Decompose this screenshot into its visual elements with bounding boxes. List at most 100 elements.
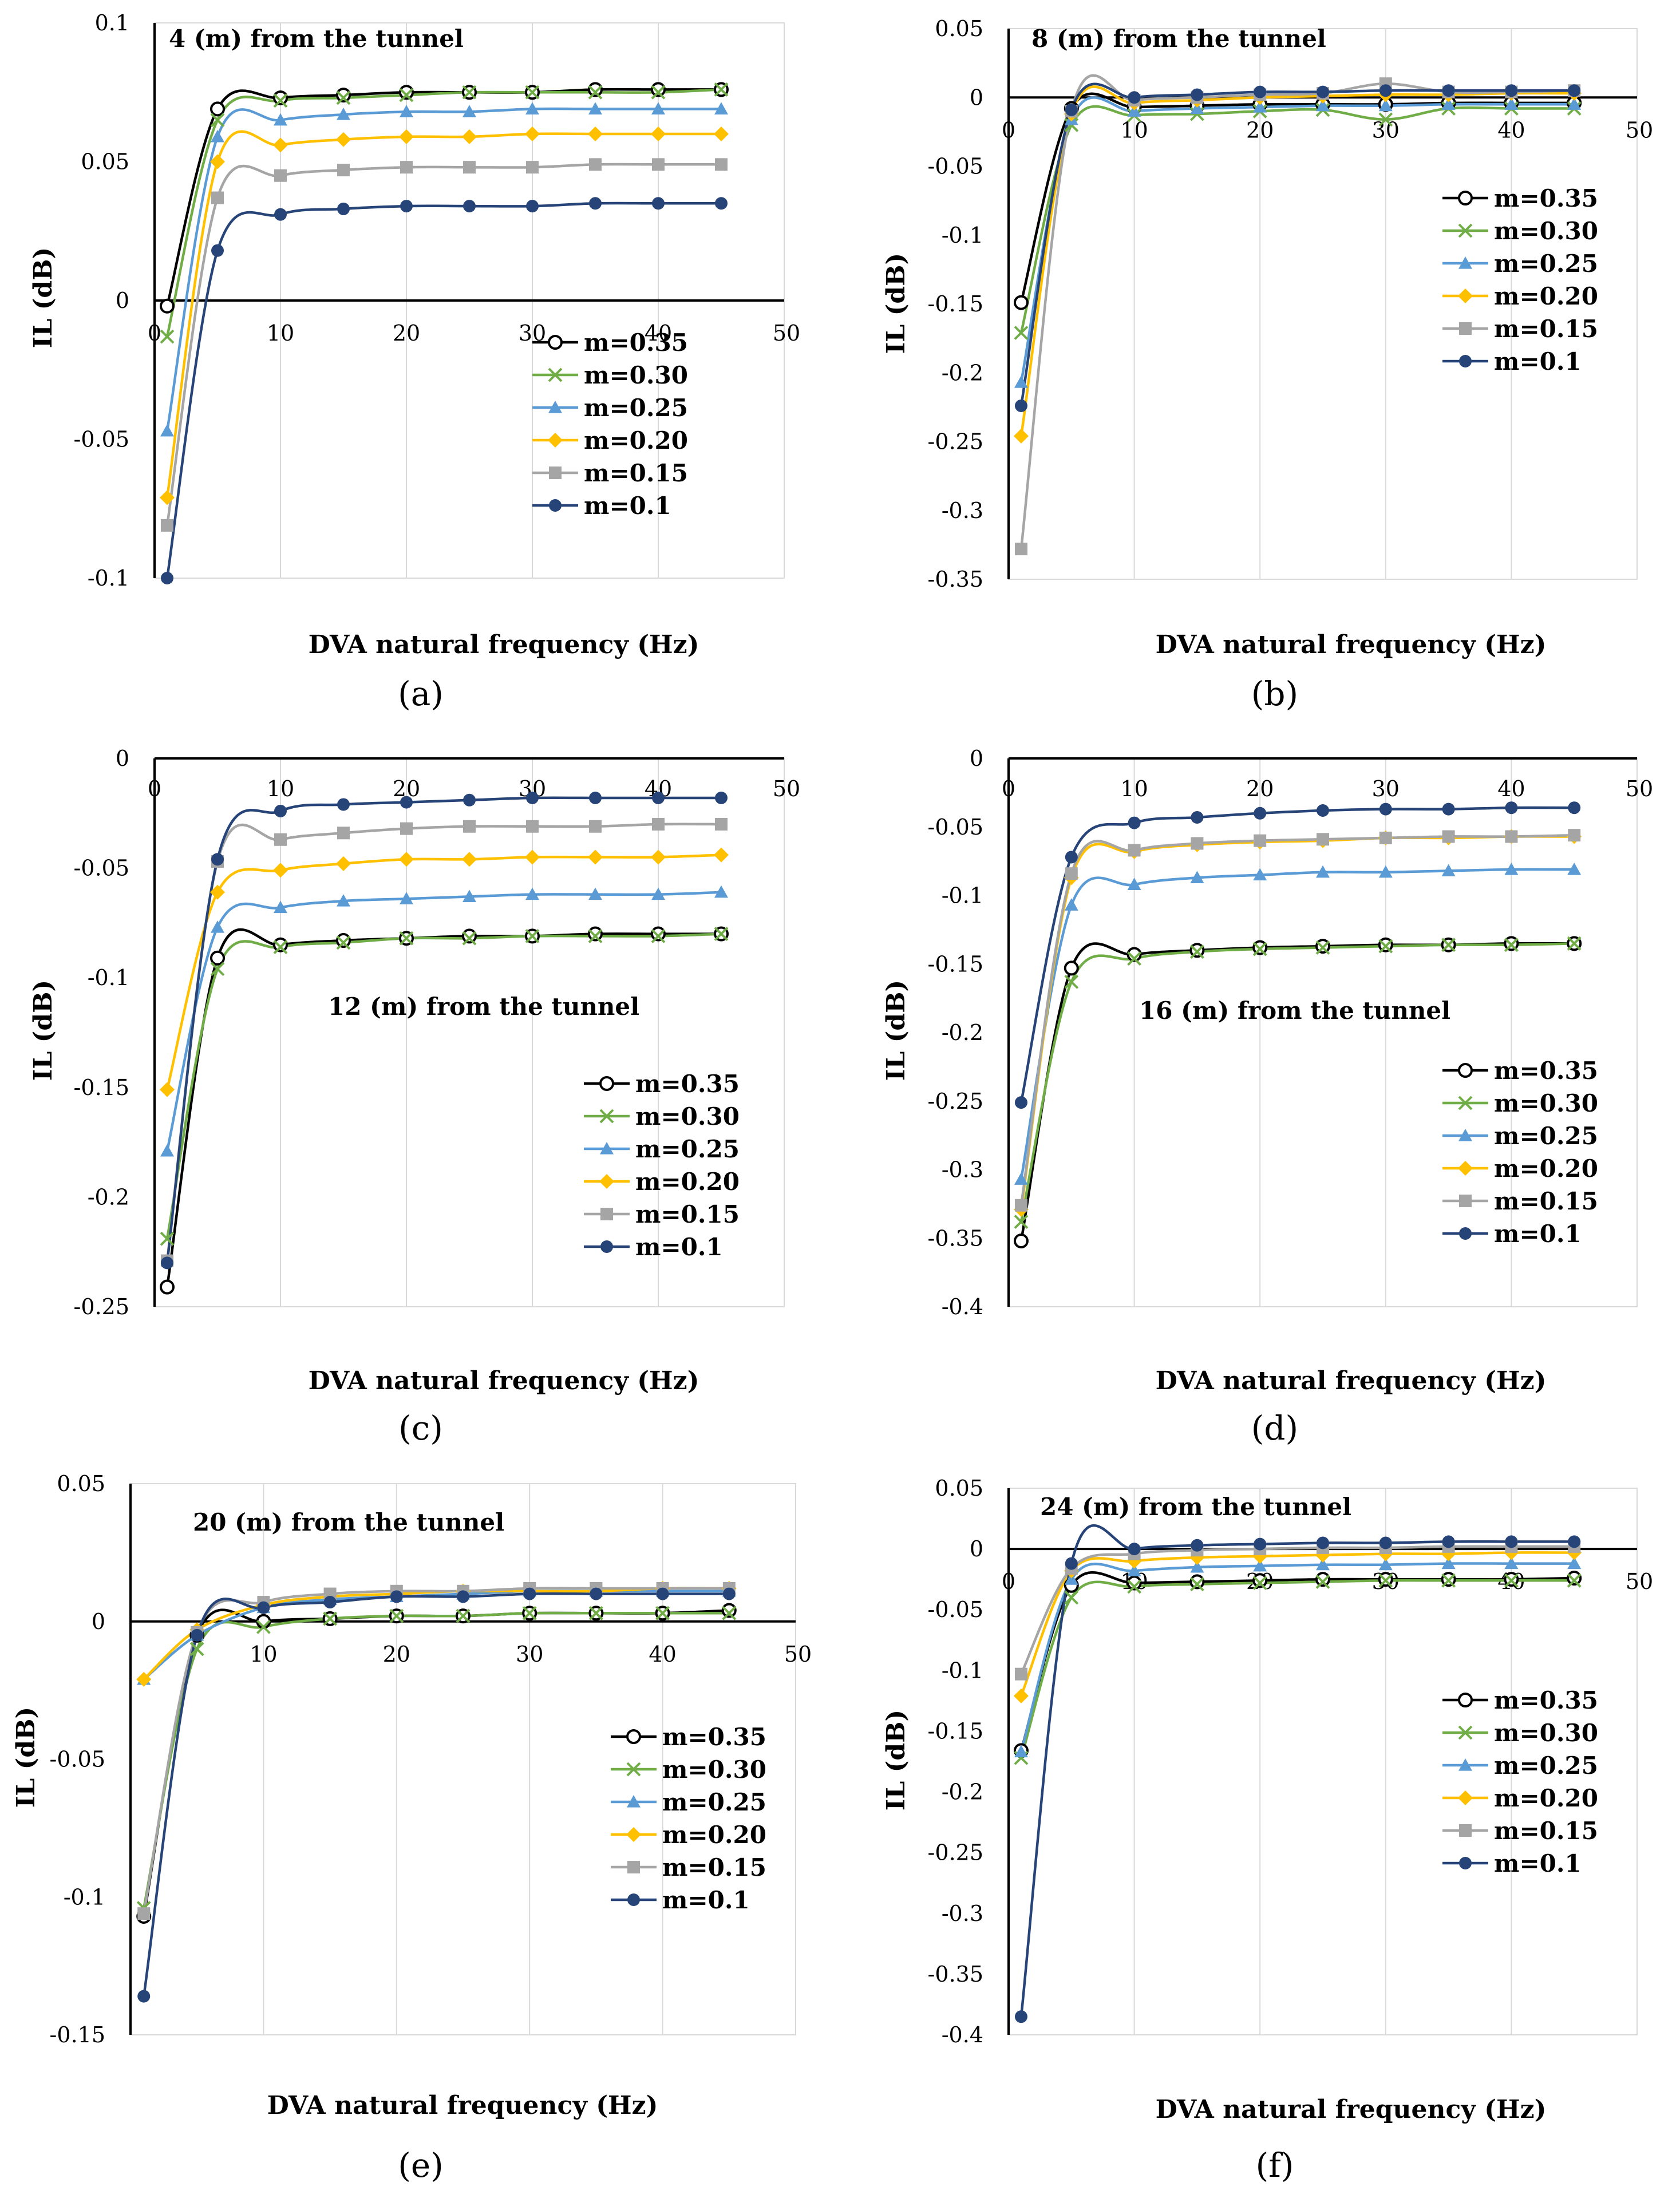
data-point (160, 1231, 175, 1246)
panel-letter: (f) (1256, 2146, 1294, 2185)
y-tick-label: -0.4 (942, 2022, 983, 2047)
y-tick-label: -0.25 (928, 429, 983, 454)
data-point (274, 113, 287, 126)
data-point (589, 820, 602, 833)
data-point (463, 200, 476, 213)
data-point (400, 892, 413, 904)
data-point (1014, 1096, 1027, 1109)
data-point (323, 1611, 338, 1626)
data-point (400, 822, 413, 835)
data-point (1253, 100, 1267, 113)
y-tick-labels: 0 -0.05 -0.1 -0.15 -0.2 -0.25 -0.3 -0.35 -0.4 (928, 746, 983, 1319)
data-point (1064, 960, 1079, 976)
data-point (273, 940, 288, 954)
data-point (1254, 1537, 1267, 1551)
legend-marker (549, 499, 562, 512)
series-line-m=0.15 (1019, 833, 1575, 1206)
data-point (1065, 103, 1078, 116)
data-point (463, 105, 476, 117)
series-markers-m=0.1 (1014, 801, 1581, 1109)
x-tick-label: 0 (1002, 1569, 1015, 1594)
y-tick-label: -0.1 (88, 965, 129, 990)
x-tick-label: 30 (1372, 776, 1400, 801)
data-point (463, 161, 476, 174)
data-point (1191, 811, 1204, 824)
data-point (1315, 1574, 1330, 1589)
series-line-m=0.15 (1019, 74, 1575, 549)
data-point (1065, 851, 1078, 864)
data-point (1442, 830, 1455, 843)
panel-a: 0.10.050-0.05-0.10 10 20 30 40 504 (m) from t… (29, 10, 800, 713)
legend-marker (627, 1795, 641, 1808)
legend-label: m=0.30 (1494, 1719, 1598, 1747)
series-group (136, 1580, 737, 2003)
y-tick-label: -0.1 (942, 1658, 983, 1683)
data-point (399, 129, 414, 144)
data-point (1317, 85, 1329, 98)
y-tick-label: -0.15 (928, 1718, 983, 1744)
series-markers-m=0.30 (160, 927, 729, 1246)
panel-letter: (c) (398, 1409, 443, 1448)
x-tick-label: 40 (1497, 117, 1525, 143)
legend-label: m=0.15 (662, 1853, 766, 1881)
data-point (211, 191, 224, 204)
data-point (1379, 84, 1392, 97)
data-point (655, 1606, 670, 1620)
data-point (336, 132, 351, 147)
data-point (714, 126, 729, 141)
x-tick-label: 50 (1626, 776, 1653, 801)
data-point (1252, 1576, 1267, 1590)
data-point (400, 105, 413, 117)
legend-marker (1458, 191, 1473, 205)
data-point (1128, 1543, 1141, 1556)
y-tick-label: 0 (970, 1536, 983, 1561)
series-markers-m=0.1 (137, 1587, 736, 2003)
data-point (257, 1601, 270, 1614)
plot-area (130, 1483, 796, 2035)
data-point (1190, 871, 1204, 883)
legend-marker (1458, 1161, 1473, 1176)
legend-label: m=0.25 (584, 394, 688, 422)
x-tick-label: 20 (1246, 776, 1274, 801)
y-tick-label: 0 (970, 746, 983, 771)
data-point (651, 849, 666, 865)
data-point (1014, 326, 1029, 340)
y-tick-label: -0.25 (928, 1840, 983, 1865)
legend-label: m=0.30 (1494, 1089, 1598, 1117)
legend-marker (1458, 288, 1473, 303)
legend-marker (1458, 1693, 1473, 1707)
series-group (160, 82, 729, 584)
legend-label: m=0.20 (584, 426, 688, 454)
y-tick-label: -0.3 (942, 498, 983, 523)
series-markers-m=0.30 (1014, 1573, 1582, 1765)
data-point (210, 113, 225, 128)
data-point (526, 791, 539, 804)
legend-label: m=0.35 (584, 329, 688, 357)
data-point (390, 1590, 403, 1603)
data-point (463, 820, 476, 833)
data-point (714, 885, 728, 898)
data-point (715, 158, 728, 171)
data-point (336, 856, 351, 871)
data-point (1316, 865, 1330, 878)
data-point (273, 937, 288, 952)
data-point (1442, 1535, 1455, 1548)
data-point (337, 108, 350, 120)
x-axis-title: DVA natural frequency (Hz) (267, 2091, 658, 2120)
legend-marker (1459, 1227, 1472, 1240)
panel-letter: (b) (1251, 674, 1298, 713)
x-tick-labels: 0 10 20 30 40 50 (1002, 117, 1653, 143)
data-point (715, 791, 728, 804)
panel-letter: (a) (398, 674, 444, 713)
data-point (210, 962, 225, 977)
legend-marker (1458, 1129, 1472, 1141)
data-point (1014, 1745, 1028, 1758)
y-tick-label: 0.05 (935, 1476, 983, 1501)
data-point (273, 93, 288, 108)
data-point (399, 85, 414, 100)
legend-label: m=0.30 (635, 1102, 740, 1130)
data-point (588, 849, 603, 865)
data-point (160, 424, 174, 437)
data-point (1013, 428, 1029, 444)
